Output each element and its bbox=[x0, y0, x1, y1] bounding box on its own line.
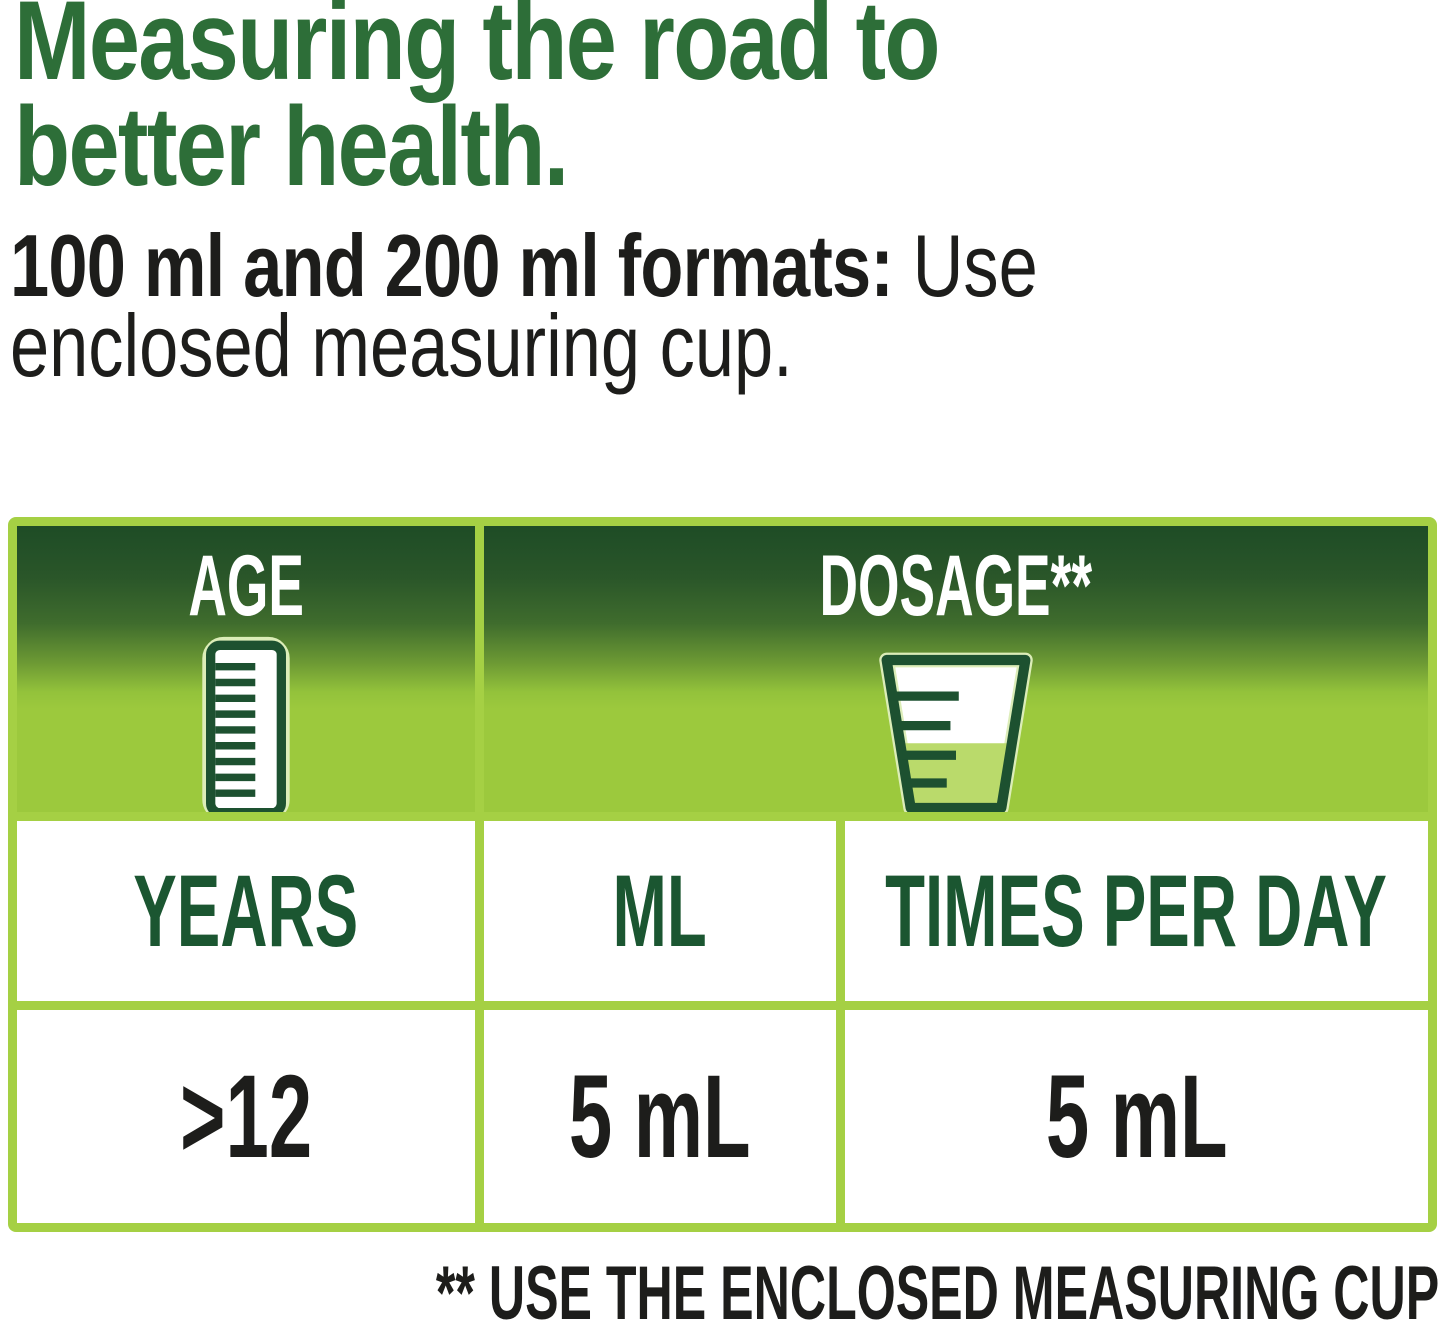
measuring-cup-icon bbox=[864, 632, 1048, 812]
years-value-cell: >12 bbox=[17, 1010, 475, 1223]
format-note-bold: 100 ml and 200 ml formats: bbox=[10, 216, 894, 315]
age-header-label: AGE bbox=[188, 538, 304, 634]
dosage-header-cell: DOSAGE** bbox=[484, 526, 1428, 812]
times-per-day-value-cell: 5 mL bbox=[845, 1010, 1428, 1223]
page-title-line2: better health. bbox=[14, 84, 569, 209]
format-note-line2: enclosed measuring cup. bbox=[10, 296, 793, 395]
page-title: Measuring the road to better health. bbox=[14, 0, 1142, 209]
footnote: ** USE THE ENCLOSED MEASURING CUP bbox=[435, 1251, 1439, 1336]
page-title-line1: Measuring the road to bbox=[14, 0, 940, 103]
format-note-line1: 100 ml and 200 ml formats: Use bbox=[10, 222, 1038, 310]
ml-value-cell: 5 mL bbox=[484, 1010, 836, 1223]
years-column-header: YEARS bbox=[17, 821, 475, 1001]
ruler-icon bbox=[194, 632, 298, 812]
dosage-table-data-row: >12 5 mL 5 mL bbox=[17, 1010, 1428, 1223]
ml-column-header: ML bbox=[484, 821, 836, 1001]
dosage-table: AGE bbox=[8, 517, 1437, 1232]
age-header-cell: AGE bbox=[17, 526, 475, 812]
dosage-header-label: DOSAGE** bbox=[819, 538, 1093, 634]
dosage-table-header-row: AGE bbox=[17, 526, 1428, 812]
format-note-tail: Use bbox=[912, 216, 1038, 315]
format-note: 100 ml and 200 ml formats: Use enclosed … bbox=[10, 222, 1295, 395]
times-per-day-column-header: TIMES PER DAY bbox=[845, 821, 1428, 1001]
dosage-table-subheader-row: YEARS ML TIMES PER DAY bbox=[17, 821, 1428, 1001]
